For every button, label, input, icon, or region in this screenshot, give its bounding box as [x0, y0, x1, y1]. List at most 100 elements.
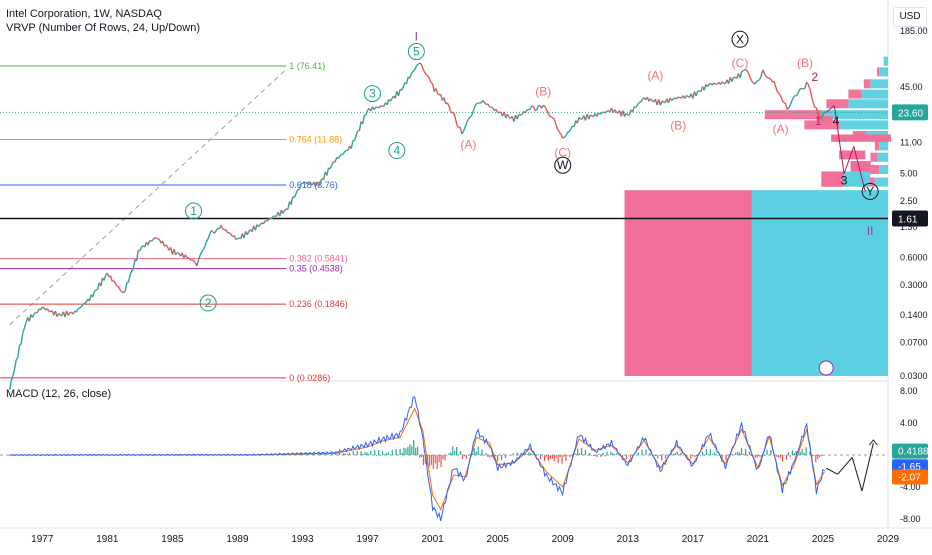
price-tick-label: 0.3000 — [900, 280, 928, 290]
vp-row-down — [864, 79, 871, 88]
price-candle — [301, 183, 303, 184]
vp-row-down — [765, 110, 822, 119]
chart-title: Intel Corporation, 1W, NASDAQ — [6, 7, 200, 21]
vp-row-down — [826, 99, 848, 108]
price-tick-label: 11.00 — [900, 138, 922, 148]
vp-row-up — [840, 120, 888, 129]
vp-row-up — [879, 67, 888, 76]
vp-row-up — [879, 165, 888, 174]
fib-label: 0.764 (11.88) — [289, 135, 342, 145]
price-tick-label: 0.1400 — [900, 310, 928, 320]
wave-label: (B) — [797, 56, 813, 70]
price-tick-label: 0.0300 — [900, 371, 928, 381]
price-candle — [177, 253, 179, 254]
price-candle — [80, 307, 82, 308]
indicator-label[interactable]: VRVP (Number Of Rows, 24, Up/Down) — [6, 21, 200, 35]
wave-label: 5 — [413, 45, 420, 59]
lightning-icon — [819, 361, 833, 375]
price-candle — [309, 183, 311, 184]
price-candle — [758, 80, 760, 81]
time-tick-label: 1977 — [31, 534, 54, 545]
price-candle — [535, 110, 537, 111]
fib-label: 1 (76.41) — [289, 61, 325, 71]
price-tick-label: 5.00 — [900, 169, 918, 179]
vp-row-down — [851, 161, 871, 171]
fib-label: 0.382 (0.5841) — [289, 254, 348, 264]
price-candle — [686, 95, 688, 96]
time-tick-label: 2021 — [747, 534, 770, 545]
price-candle — [722, 82, 724, 83]
price-candle — [158, 239, 160, 240]
time-tick-label: 2013 — [617, 534, 640, 545]
wave-label: W — [557, 158, 569, 172]
level-price-value: 1.61 — [898, 215, 918, 226]
wave-label: (B) — [670, 118, 686, 132]
chart-header: Intel Corporation, 1W, NASDAQ VRVP (Numb… — [6, 7, 200, 35]
wave-label: 1 — [815, 114, 822, 128]
price-candle — [590, 115, 592, 116]
vp-row-up — [877, 153, 888, 162]
time-tick-label: 2017 — [682, 534, 705, 545]
time-tick-label: 1981 — [96, 534, 119, 545]
wave-label: Y — [866, 184, 874, 198]
macd-value-label: -2.07 — [898, 473, 921, 484]
price-candle — [551, 117, 553, 118]
vp-row-down — [875, 141, 879, 150]
price-candle — [532, 106, 534, 107]
fib-label: 0.236 (0.1846) — [289, 299, 348, 309]
vp-row-up — [870, 79, 888, 88]
wave-label: 4 — [833, 114, 840, 128]
price-candle — [769, 78, 771, 79]
price-tick-label: 2.50 — [900, 196, 918, 206]
wave-label: 2 — [205, 296, 212, 310]
macd-title[interactable]: MACD (12, 26, close) — [6, 388, 111, 400]
price-candle — [78, 308, 80, 309]
currency-button[interactable]: USD — [893, 7, 927, 27]
price-candle — [223, 229, 225, 230]
price-candle — [662, 101, 664, 102]
wave-label: 2 — [811, 70, 818, 84]
price-candle — [345, 151, 347, 152]
macd-tick-label: 8.00 — [900, 386, 918, 396]
price-candle — [267, 220, 269, 221]
time-tick-label: 1997 — [356, 534, 379, 545]
macd-tick-label: 4.00 — [900, 418, 918, 428]
wave-label: (A) — [773, 122, 789, 136]
price-candle — [273, 216, 275, 217]
time-tick-label: 2009 — [552, 534, 575, 545]
time-tick-label: 2001 — [421, 534, 444, 545]
price-candle — [491, 107, 493, 108]
wave-label: 3 — [369, 87, 376, 101]
macd-value-label: 0.4188 — [898, 447, 929, 458]
wave-label: (A) — [647, 69, 663, 83]
price-candle — [236, 239, 238, 240]
time-tick-label: 2029 — [877, 534, 900, 545]
time-tick-label: 1985 — [161, 534, 184, 545]
fib-label: 0.618 (3.76) — [289, 180, 338, 190]
time-tick-label: 2005 — [487, 534, 510, 545]
price-candle — [480, 102, 482, 103]
vp-row-down — [877, 67, 879, 76]
time-tick-label: 2025 — [812, 534, 835, 545]
price-candle — [151, 240, 153, 241]
vp-row-up — [848, 99, 888, 108]
price-candle — [600, 113, 602, 114]
wave-label: (B) — [535, 85, 551, 99]
price-candle — [784, 103, 786, 104]
price-candle — [803, 88, 805, 89]
macd-tick-label: -8.00 — [900, 514, 921, 524]
price-candle — [117, 286, 119, 287]
fib-label: 0.35 (0.4538) — [289, 264, 343, 274]
vp-row-down — [848, 90, 861, 99]
wave-label: (C) — [732, 56, 749, 70]
wave-label: 1 — [190, 204, 197, 218]
price-candle — [42, 307, 44, 308]
price-candle — [714, 83, 716, 84]
wave-label: II — [867, 224, 874, 238]
vp-row-down — [870, 153, 877, 162]
price-candle — [59, 314, 61, 315]
price-tick-label: 0.0700 — [900, 338, 928, 348]
price-candle — [756, 81, 758, 82]
